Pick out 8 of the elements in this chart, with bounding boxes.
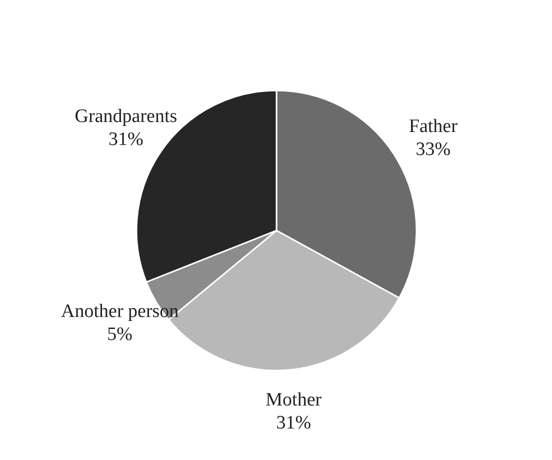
- data-label: 31%: [276, 412, 312, 434]
- slice-label: Father: [408, 116, 458, 137]
- slice-label: Another person: [61, 301, 180, 322]
- data-label: 5%: [107, 324, 133, 346]
- data-label: 33%: [416, 138, 451, 160]
- slice-label: Grandparents: [74, 106, 178, 128]
- data-label: 31%: [108, 129, 144, 150]
- slice-label: Mother: [266, 390, 322, 411]
